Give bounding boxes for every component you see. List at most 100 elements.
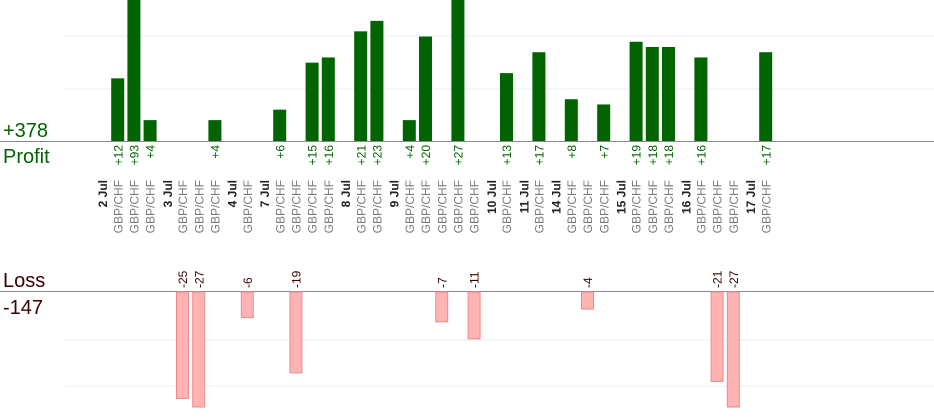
loss-value-label: -11 [468, 271, 482, 288]
date-label: 2 Jul [96, 180, 110, 207]
loss-value-label: -19 [290, 270, 304, 288]
date-label: 4 Jul [226, 180, 240, 207]
pair-label: GBP/CHF [597, 180, 611, 233]
date-label: 11 Jul [517, 180, 531, 213]
pair-label: GBP/CHF [581, 180, 595, 233]
pair-label: GBP/CHF [403, 180, 417, 233]
profit-bar [662, 47, 675, 141]
loss-total: -147 [3, 297, 43, 319]
profit-value-label: +93 [128, 145, 142, 166]
profit-bar [759, 52, 773, 141]
pair-label: GBP/CHF [128, 180, 142, 233]
pair-label: GBP/CHF [241, 180, 255, 233]
loss-value-label: -25 [176, 270, 190, 288]
profit-bars [111, 0, 773, 142]
profit-value-label: +16 [695, 145, 709, 166]
profit-value-label: +4 [403, 145, 417, 159]
pair-label: GBP/CHF [500, 180, 514, 233]
profit-value-label: +18 [662, 145, 676, 166]
profit-bar [629, 41, 643, 141]
loss-value-label: -21 [711, 270, 725, 288]
pair-label: GBP/CHF [565, 180, 579, 233]
pair-label: GBP/CHF [711, 180, 725, 233]
pair-label: GBP/CHF [306, 180, 320, 233]
loss-bar [435, 291, 449, 323]
profit-value-label: +27 [452, 145, 466, 166]
x-axis-labels: 2 Jul GBP/CHF GBP/CHF GBP/CHF 3 Jul GBP/CHF GB… [96, 180, 773, 233]
profit-value-label: +8 [565, 145, 579, 159]
profit-bar [143, 120, 157, 141]
profit-value-label: +23 [371, 145, 385, 166]
pair-label: GBP/CHF [354, 180, 368, 233]
pair-label: GBP/CHF [192, 180, 206, 233]
profit-bar [532, 52, 546, 141]
profit-value-label: +4 [144, 145, 158, 159]
profit-value-label: +15 [306, 145, 320, 166]
pair-label: GBP/CHF [533, 180, 547, 233]
loss-bar [289, 291, 303, 374]
pair-label: GBP/CHF [630, 180, 644, 233]
loss-bar [726, 291, 740, 408]
loss-bar [467, 291, 481, 340]
pair-label: GBP/CHF [290, 180, 304, 233]
pair-label: GBP/CHF [452, 180, 466, 233]
profit-value-label: +13 [500, 145, 514, 166]
date-label: 15 Jul [615, 180, 629, 214]
pair-label: GBP/CHF [435, 180, 449, 233]
profit-bar [127, 0, 141, 141]
pair-label: GBP/CHF [144, 180, 158, 233]
profit-bar [208, 120, 222, 141]
profit-bar [419, 36, 432, 141]
profit-value-label: +21 [354, 145, 368, 166]
date-label: 10 Jul [485, 180, 499, 214]
profit-value-label: +19 [630, 145, 644, 166]
pair-label: GBP/CHF [273, 180, 287, 233]
profit-bar [402, 120, 416, 141]
pair-label: GBP/CHF [727, 180, 741, 233]
loss-bar [581, 291, 594, 310]
profit-bar [305, 62, 319, 141]
profit-bar [597, 104, 611, 141]
profit-value-label: +17 [533, 145, 547, 166]
loss-value-label: -27 [727, 270, 741, 288]
loss-value-labels: -25 -27 -6 -19 -7 -11 -4 -21 -27 [176, 270, 741, 288]
loss-value-label: -4 [581, 277, 595, 288]
profit-bar [564, 99, 578, 141]
profit-value-label: +17 [759, 145, 773, 166]
loss-bar [240, 291, 254, 319]
pair-label: GBP/CHF [646, 180, 660, 233]
profit-value-label: +12 [111, 145, 125, 166]
date-label: 17 Jul [744, 180, 758, 214]
date-label: 14 Jul [550, 180, 564, 214]
pair-label: GBP/CHF [209, 180, 223, 233]
profit-value-label: +20 [419, 145, 433, 166]
date-label: 8 Jul [339, 180, 353, 207]
date-label: 7 Jul [258, 180, 272, 207]
date-label: 3 Jul [161, 180, 175, 207]
profit-bar [500, 73, 513, 141]
profit-value-label: +7 [597, 145, 611, 159]
loss-heading: Loss [3, 270, 45, 292]
profit-value-label: +16 [322, 145, 336, 166]
profit-total: +378 [3, 120, 48, 142]
profit-bar [273, 109, 287, 141]
loss-bar [710, 291, 724, 382]
profit-value-label: +18 [646, 145, 660, 166]
pair-label: GBP/CHF [759, 180, 773, 233]
loss-value-label: -7 [435, 277, 449, 288]
profit-bar [321, 57, 335, 141]
profit-bar [645, 47, 659, 141]
profit-value-label: +6 [273, 145, 287, 159]
profit-bar [451, 0, 465, 141]
pair-label: GBP/CHF [322, 180, 336, 233]
pair-label: GBP/CHF [468, 180, 482, 233]
profit-heading: Profit [3, 146, 50, 168]
profit-bar [354, 31, 368, 141]
loss-bar [192, 291, 206, 408]
loss-value-label: -27 [192, 270, 206, 288]
pair-label: GBP/CHF [371, 180, 385, 233]
pair-label: GBP/CHF [176, 180, 190, 233]
profit-bar [111, 78, 125, 141]
profit-value-label: +4 [209, 145, 223, 159]
